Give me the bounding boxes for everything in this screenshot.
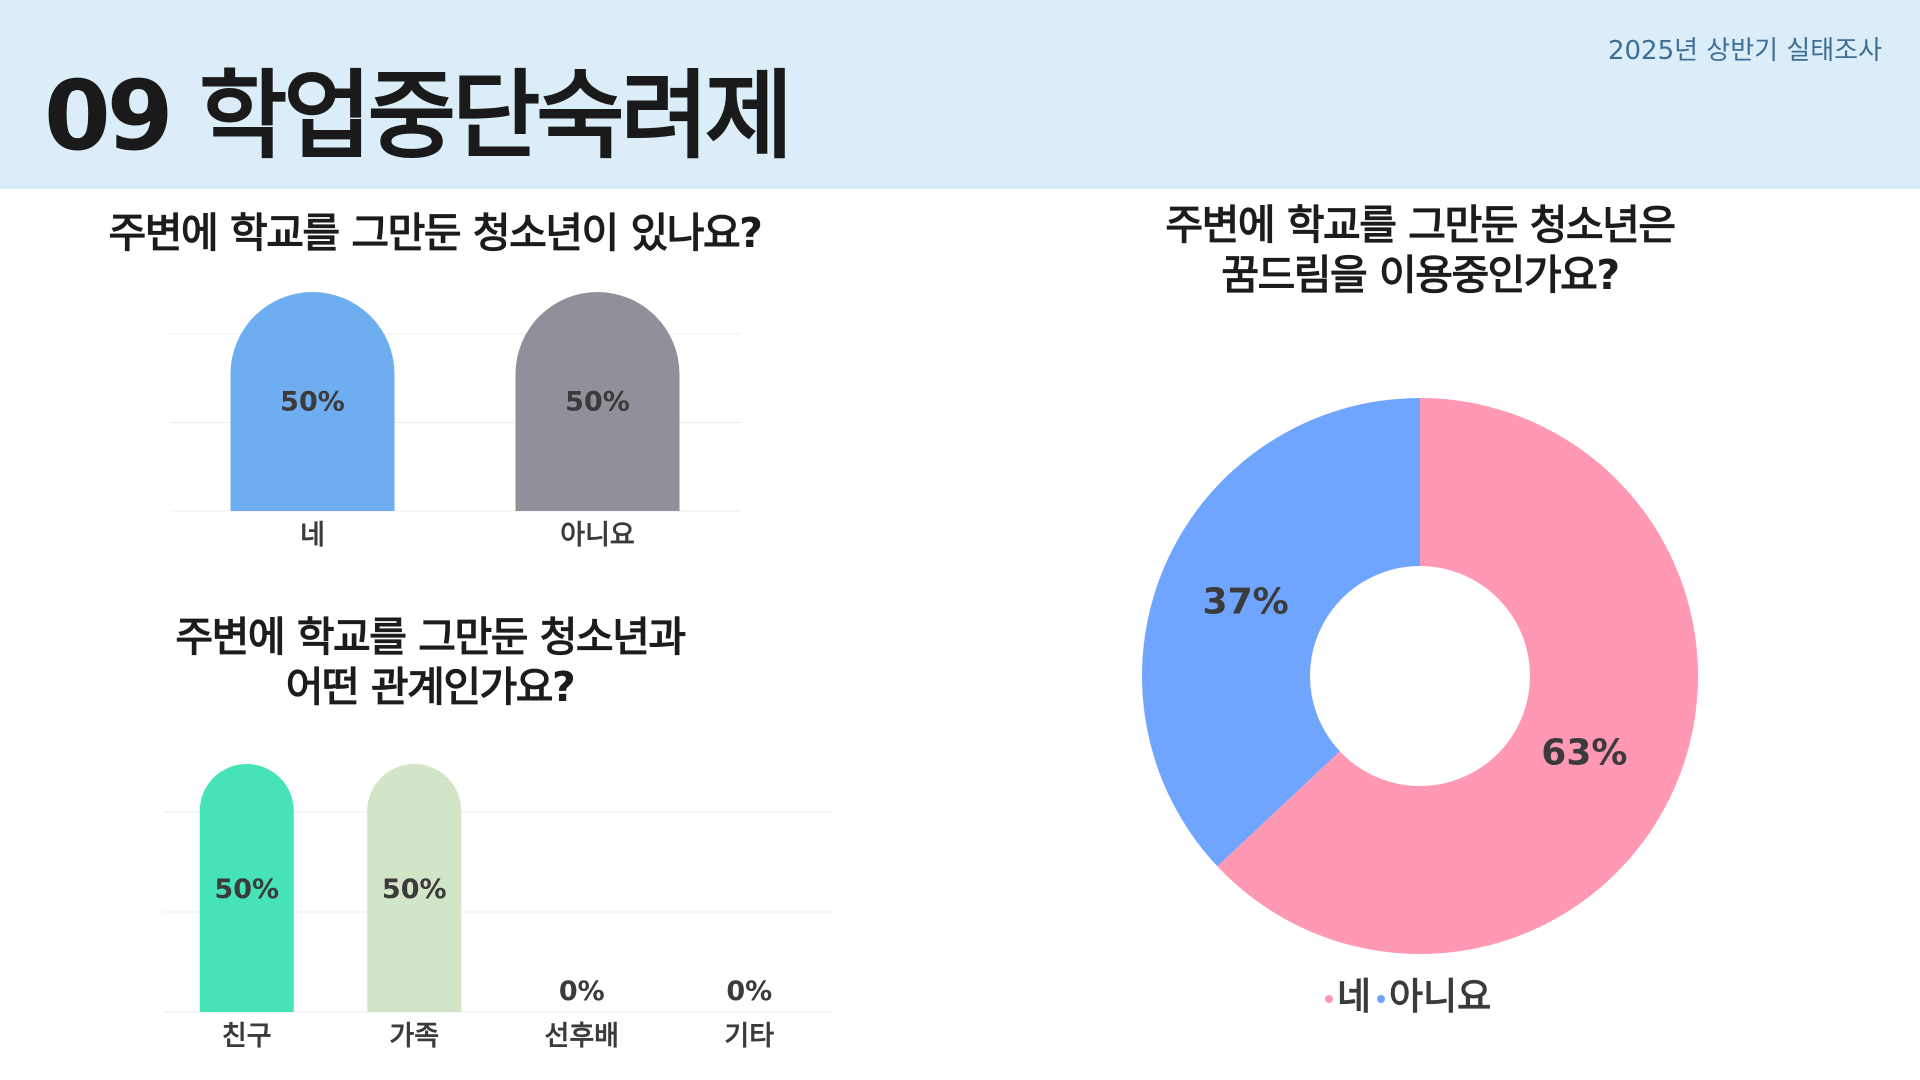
legend-label-1: 네: [1337, 975, 1372, 1018]
q2-value-label-2: 50%: [382, 874, 447, 905]
q2-title-line2: 어떤 관계인가요?: [285, 663, 576, 712]
q1-value-label-1: 50%: [280, 386, 345, 417]
legend-item-2: 아니요: [1377, 966, 1491, 1020]
q2-category-label-2: 가족: [389, 1021, 439, 1052]
donut-slice-1: [1217, 398, 1698, 954]
q2-bar-1: [199, 763, 294, 1012]
donut-legend: 네 아니요: [1325, 966, 1525, 1020]
q1-value-label-2: 50%: [565, 386, 630, 417]
legend-item-1: 네: [1325, 966, 1371, 1020]
q2-bar-2: [367, 763, 462, 1012]
q3-title-line1: 주변에 학교를 그만둔 청소년은: [1165, 201, 1676, 249]
q1-title-text: 주변에 학교를 그만둔 청소년이 있나요?: [108, 209, 763, 257]
q2-title-line1: 주변에 학교를 그만둔 청소년과: [175, 613, 686, 661]
q3-title-line2: 꿈드림을 이용중인가요?: [1221, 251, 1620, 300]
q1-category-label-1: 네: [300, 520, 325, 551]
donut-slice-2: [1141, 398, 1420, 867]
q2-value-label-1: 50%: [214, 874, 279, 905]
survey-period-label: 2025년 상반기 실태조사: [1607, 36, 1882, 66]
q1-bar-2: [515, 292, 680, 511]
q2-category-label-4: 기타: [724, 1021, 774, 1052]
q2-value-label-4: 0%: [726, 976, 772, 1007]
q1-bar-1: [230, 292, 395, 511]
legend-swatch-1: [1325, 994, 1333, 1003]
header-banner: 09 학업중단숙려제 2025년 상반기 실태조사: [0, 0, 1920, 189]
page-title: 09 학업중단숙려제: [44, 60, 793, 172]
q2-title: 주변에 학교를 그만둔 청소년과 어떤 관계인가요?: [80, 612, 780, 712]
q2-value-label-3: 0%: [559, 976, 605, 1007]
q1-category-label-2: 아니요: [560, 520, 635, 551]
legend-label-2: 아니요: [1389, 975, 1492, 1018]
legend-swatch-2: [1377, 994, 1386, 1003]
q3-title: 주변에 학교를 그만둔 청소년은 꿈드림을 이용중인가요?: [1020, 200, 1820, 300]
donut-value-label-2: 37%: [1203, 582, 1289, 623]
q1-title: 주변에 학교를 그만둔 청소년이 있나요?: [40, 208, 830, 258]
donut-value-label-1: 63%: [1541, 732, 1627, 773]
q2-category-label-3: 선후배: [544, 1021, 619, 1052]
q2-category-label-1: 친구: [222, 1021, 272, 1052]
